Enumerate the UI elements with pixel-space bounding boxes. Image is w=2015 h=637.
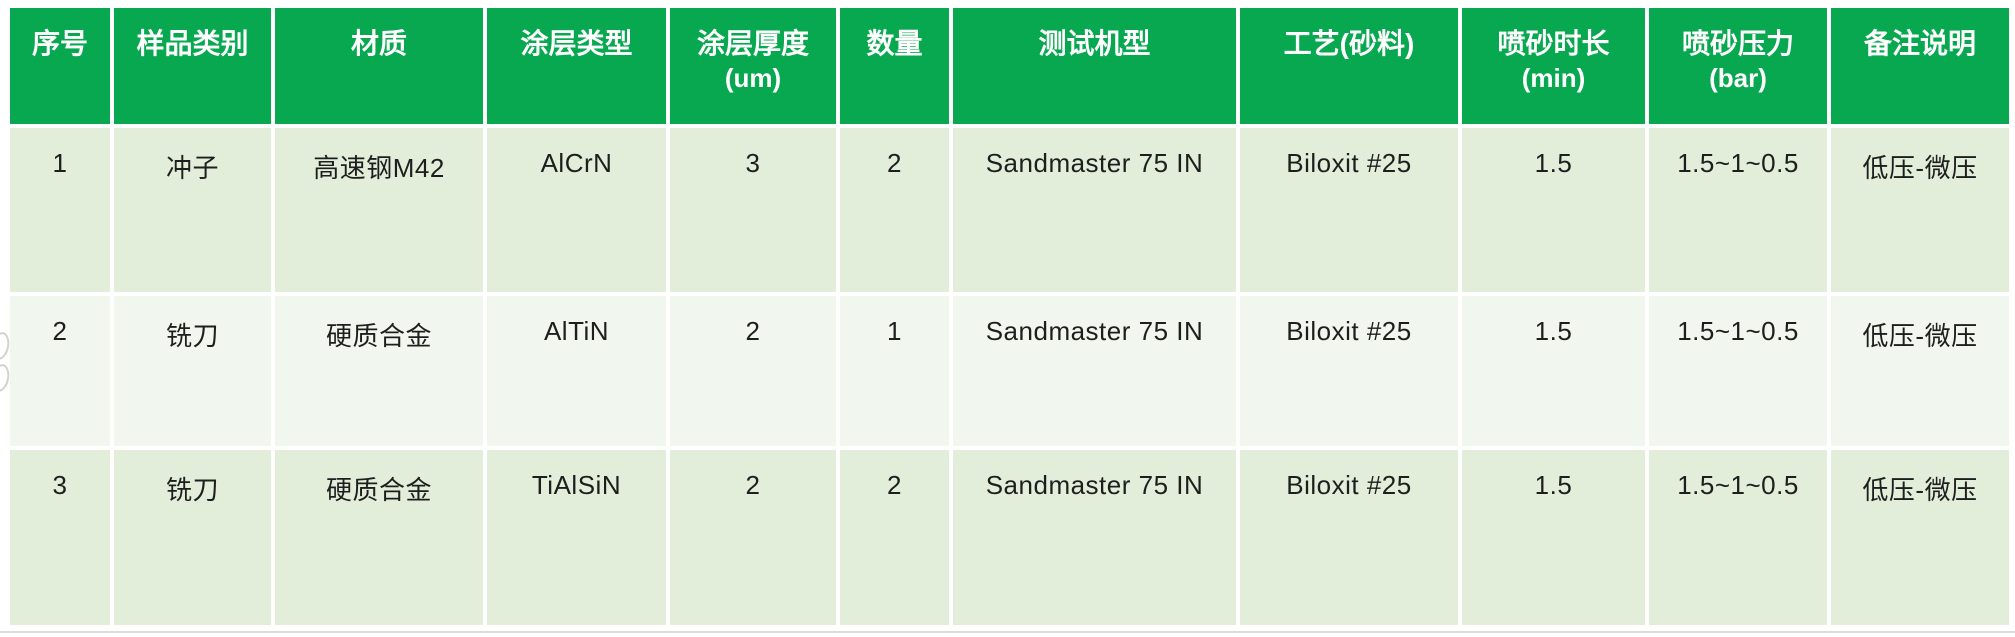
column-header: 数量 [840,8,949,124]
column-header-label: 数量 [866,28,923,59]
table-cell: Sandmaster 75 IN [953,296,1236,446]
column-header: 材质 [275,8,483,124]
table-cell: 1 [840,296,949,446]
table-cell: Sandmaster 75 IN [953,128,1236,292]
column-header-label: 喷砂时长 [1497,28,1610,59]
table-cell: 1.5~1~0.5 [1649,128,1827,292]
column-header-label: 喷砂压力 [1681,28,1794,59]
column-header-label: 序号 [31,28,88,59]
table-cell: 1.5 [1462,296,1645,446]
table-cell: 硬质合金 [275,296,483,446]
table-cell: 低压-微压 [1831,450,2009,625]
table-cell: AlCrN [487,128,666,292]
column-header: 涂层厚度 (um) [670,8,836,124]
table-cell: 2 [670,450,836,625]
table-cell: 硬质合金 [275,450,483,625]
column-header-label: 工艺(砂料) [1283,28,1415,59]
column-header-label: 涂层类型 [520,28,633,59]
table-cell: 低压-微压 [1831,128,2009,292]
column-header: 序号 [10,8,110,124]
table-cell: AlTiN [487,296,666,446]
column-header-unit: (bar) [1709,63,1767,94]
table-cell: TiAlSiN [487,450,666,625]
column-header: 测试机型 [953,8,1236,124]
column-header: 样品类别 [114,8,271,124]
column-header-unit: (um) [724,63,782,94]
table-cell: 高速钢M42 [275,128,483,292]
column-header: 工艺(砂料) [1240,8,1458,124]
table-cell: 2 [840,128,949,292]
table-cell: 1.5~1~0.5 [1649,450,1827,625]
sandblasting-test-table: 序号 样品类别 材质 涂层类型 涂层厚度 (um) 数量 测试机型 工艺(砂料) 喷砂时长 (min… [6,4,2013,629]
column-header: 喷砂时长 (min) [1462,8,1645,124]
column-header-label: 备注说明 [1863,28,1976,59]
column-header-unit: (min) [1521,63,1586,94]
column-header: 涂层类型 [487,8,666,124]
table-row: 1 冲子 高速钢M42 AlCrN 3 2 Sandmaster 75 IN Biloxit … [10,128,2009,292]
table-row: 2 铣刀 硬质合金 AlTiN 2 1 Sandmaster 75 IN Biloxit #2… [10,296,2009,446]
table-row: 3 铣刀 硬质合金 TiAlSiN 2 2 Sandmaster 75 IN Biloxit … [10,450,2009,625]
table-cell: 1.5~1~0.5 [1649,296,1827,446]
left-edge-artifact [0,328,12,398]
table-cell: 3 [670,128,836,292]
column-header-label: 测试机型 [1038,28,1151,59]
table-body: 1 冲子 高速钢M42 AlCrN 3 2 Sandmaster 75 IN Biloxit … [10,128,2009,625]
table-cell: Biloxit #25 [1240,296,1458,446]
table-cell: 3 [10,450,110,625]
column-header-label: 材质 [350,28,407,59]
table-cell: Sandmaster 75 IN [953,450,1236,625]
table-cell: Biloxit #25 [1240,128,1458,292]
table-cell: 2 [10,296,110,446]
header-row: 序号 样品类别 材质 涂层类型 涂层厚度 (um) 数量 测试机型 工艺(砂料) 喷砂时长 (min… [10,8,2009,124]
column-header: 备注说明 [1831,8,2009,124]
table-cell: 1.5 [1462,128,1645,292]
column-header-label: 涂层厚度 [696,28,809,59]
table-cell: 1 [10,128,110,292]
table-cell: 低压-微压 [1831,296,2009,446]
table-cell: 铣刀 [114,296,271,446]
table-cell: 冲子 [114,128,271,292]
column-header-label: 样品类别 [136,28,249,59]
table-cell: 2 [670,296,836,446]
table-cell: 2 [840,450,949,625]
bottom-edge-line [0,631,2015,633]
table-cell: 铣刀 [114,450,271,625]
column-header: 喷砂压力 (bar) [1649,8,1827,124]
table-cell: Biloxit #25 [1240,450,1458,625]
table-cell: 1.5 [1462,450,1645,625]
